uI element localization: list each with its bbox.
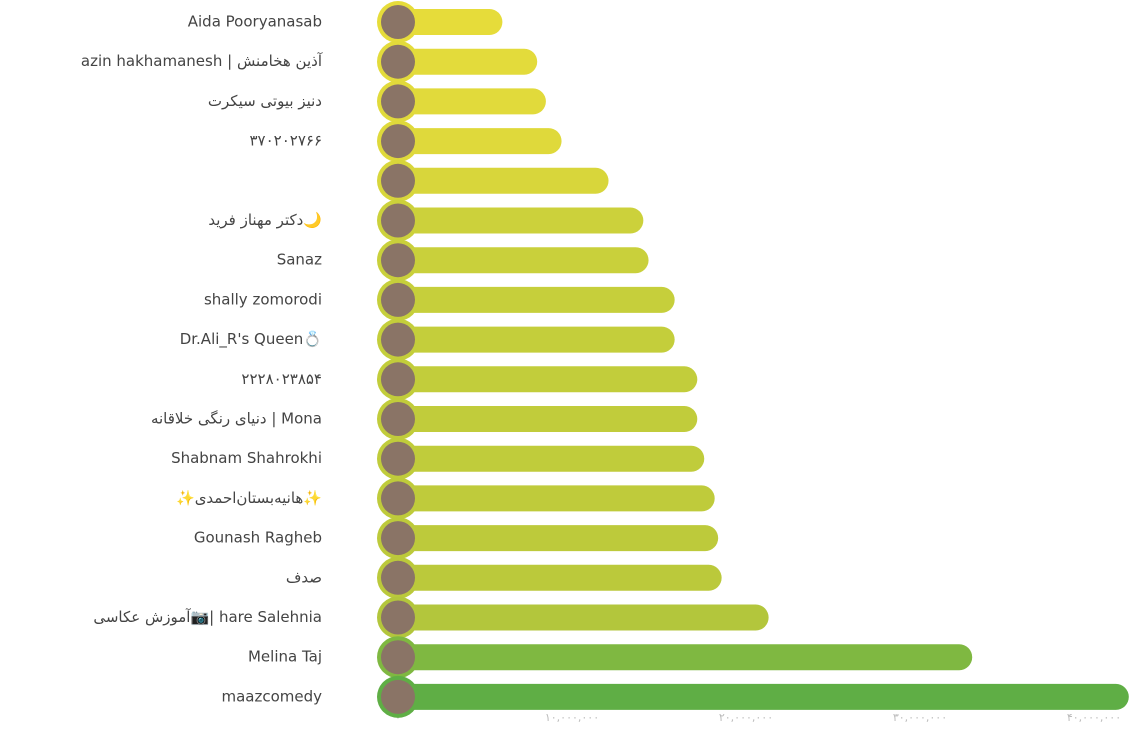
category-label: ۲۲۲۸۰۲۳۸۵۴ xyxy=(241,370,322,388)
avatar xyxy=(381,481,415,515)
category-label: ✨هانیه‌بستان‌احمدی✨ xyxy=(176,489,322,507)
avatar xyxy=(381,561,415,595)
avatar xyxy=(381,442,415,476)
category-label: آموزش عکاسی📷| hare Salehnia xyxy=(93,608,322,626)
bar xyxy=(398,525,718,551)
bar xyxy=(398,485,715,511)
bar xyxy=(398,247,649,273)
avatar xyxy=(381,521,415,555)
avatar xyxy=(381,680,415,714)
category-label: دنیای رنگی خلاقانه | Mona xyxy=(151,410,322,428)
chart: ۰۱۰,۰۰۰,۰۰۰۲۰,۰۰۰,۰۰۰۳۰,۰۰۰,۰۰۰۴۰,۰۰۰,۰۰… xyxy=(0,0,1134,745)
bar xyxy=(398,446,704,472)
category-label: Gounash Ragheb xyxy=(194,529,322,547)
avatar xyxy=(381,640,415,674)
avatar xyxy=(381,601,415,635)
x-tick-label: ۳۰,۰۰۰,۰۰۰ xyxy=(893,711,947,724)
bar xyxy=(398,644,972,670)
x-tick-label: ۱۰,۰۰۰,۰۰۰ xyxy=(545,711,599,724)
bar xyxy=(398,287,675,313)
avatar xyxy=(381,402,415,436)
category-label: maazcomedy xyxy=(221,687,322,705)
bar xyxy=(398,684,1129,710)
bar xyxy=(398,605,769,631)
avatar xyxy=(381,164,415,198)
avatar xyxy=(381,362,415,396)
avatar xyxy=(381,243,415,277)
avatar xyxy=(381,204,415,238)
category-label: azin hakhamanesh | آذین هخامنش xyxy=(81,52,323,70)
avatar xyxy=(381,323,415,357)
avatar xyxy=(381,283,415,317)
bar xyxy=(398,208,643,234)
bar xyxy=(398,88,546,114)
x-tick-label: ۴۰,۰۰۰,۰۰۰ xyxy=(1067,711,1121,724)
category-label: Aida Pooryanasab xyxy=(188,13,322,31)
bar xyxy=(398,327,675,353)
avatar xyxy=(381,45,415,79)
category-label: Shabnam Shahrokhi xyxy=(171,449,322,467)
category-label: دکتر مهناز فرید🌙 xyxy=(208,211,322,229)
category-label: Dr.Ali_R's Queen💍 xyxy=(180,330,322,349)
category-label: Melina Taj xyxy=(248,648,322,666)
avatar xyxy=(381,5,415,39)
category-label: صدف xyxy=(286,568,322,586)
avatar xyxy=(381,124,415,158)
x-tick-label: ۲۰,۰۰۰,۰۰۰ xyxy=(719,711,773,724)
category-label: shally zomorodi xyxy=(204,290,322,308)
bar xyxy=(398,366,697,392)
category-label: دنیز بیوتی سیکرت xyxy=(208,92,322,110)
bar xyxy=(398,406,697,432)
bar xyxy=(398,168,609,194)
category-label: ۳۷۰۲۰۲۷۶۶ xyxy=(249,132,322,150)
category-label: Sanaz xyxy=(277,251,322,269)
bar xyxy=(398,565,722,591)
bar xyxy=(398,128,562,154)
avatar xyxy=(381,84,415,118)
